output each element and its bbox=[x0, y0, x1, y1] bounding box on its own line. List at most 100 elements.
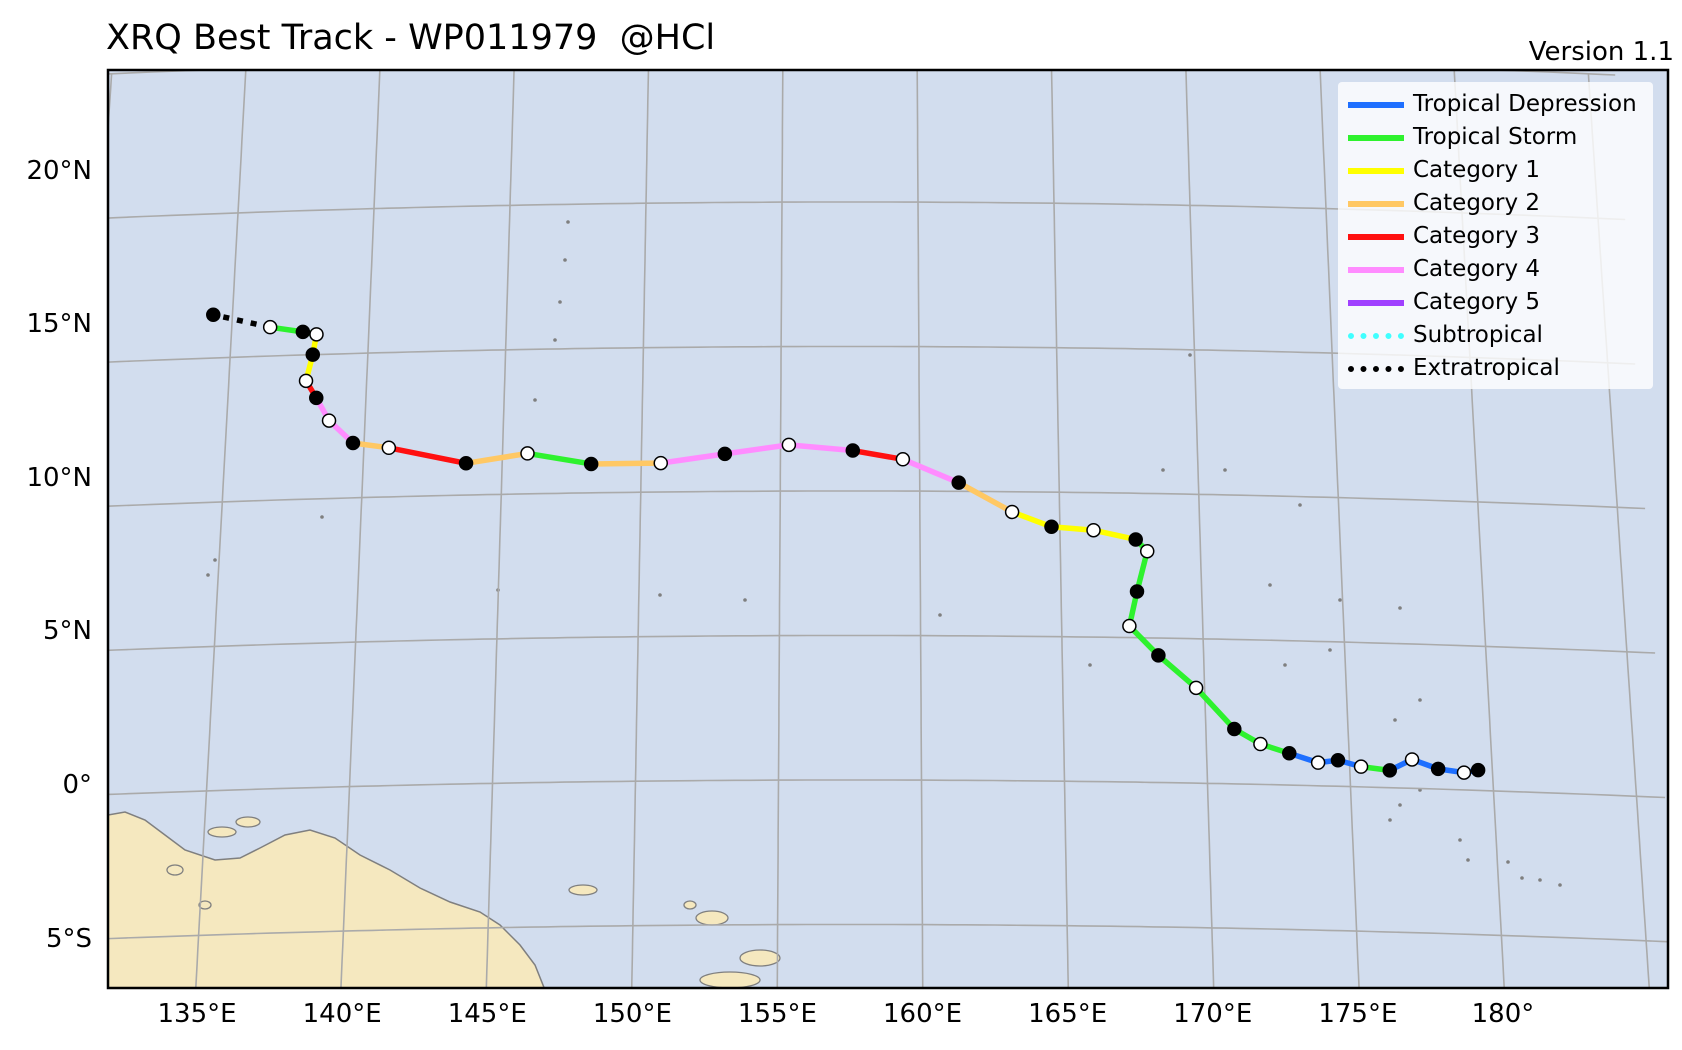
legend-label: Subtropical bbox=[1413, 322, 1543, 348]
track-point[interactable] bbox=[1282, 746, 1297, 761]
track-point[interactable] bbox=[520, 446, 535, 461]
legend-label: Tropical Depression bbox=[1413, 91, 1637, 117]
track-point[interactable] bbox=[309, 390, 324, 406]
legend-label: Extratropical bbox=[1413, 355, 1560, 381]
legend-swatch bbox=[1348, 201, 1404, 207]
lon-tick-label: 155°E bbox=[738, 999, 817, 1029]
track-point[interactable] bbox=[1330, 753, 1346, 768]
legend-item: Category 4 bbox=[1338, 253, 1653, 286]
track-point[interactable] bbox=[345, 435, 361, 451]
lon-tick-label: 170°E bbox=[1173, 999, 1252, 1029]
track-point[interactable] bbox=[305, 347, 321, 362]
legend-item: Extratropical bbox=[1338, 352, 1653, 385]
track-segment bbox=[660, 451, 726, 466]
track-segment bbox=[788, 442, 854, 454]
legend-swatch bbox=[1348, 102, 1404, 108]
track-point[interactable] bbox=[262, 319, 278, 335]
map-frame bbox=[106, 68, 1670, 990]
track-point[interactable] bbox=[653, 455, 669, 471]
track-point[interactable] bbox=[1404, 752, 1420, 767]
track-segment bbox=[1194, 685, 1237, 731]
track-point[interactable] bbox=[845, 443, 861, 458]
track-point[interactable] bbox=[381, 440, 397, 456]
track-point[interactable] bbox=[1382, 763, 1397, 778]
track-point[interactable] bbox=[309, 327, 324, 342]
version-label: Version 1.1 bbox=[1528, 37, 1674, 67]
meridian-line bbox=[1050, 70, 1070, 988]
track-point[interactable] bbox=[1086, 522, 1101, 538]
track-point[interactable] bbox=[583, 456, 599, 472]
legend-item: Category 3 bbox=[1338, 220, 1653, 253]
island bbox=[739, 949, 781, 967]
legend-item: Category 1 bbox=[1338, 154, 1653, 187]
legend-label: Category 3 bbox=[1413, 223, 1541, 249]
track-point[interactable] bbox=[1004, 504, 1020, 520]
track-point[interactable] bbox=[1122, 618, 1137, 634]
island-speck bbox=[1223, 468, 1227, 472]
island-speck bbox=[1538, 878, 1542, 882]
legend: Tropical Depression Tropical Storm Categor… bbox=[1338, 82, 1653, 389]
lon-tick-label: 175°E bbox=[1318, 999, 1397, 1029]
parallel-line bbox=[108, 779, 1666, 799]
track-point[interactable] bbox=[1353, 759, 1369, 774]
track-segment bbox=[852, 447, 904, 462]
track-point[interactable] bbox=[717, 446, 733, 462]
axis-tick-labels: 135°E 140°E 145°E 150°E 155°E 160°E 165°E 170°E… bbox=[26, 156, 1534, 1029]
lon-tick-label: 165°E bbox=[1028, 999, 1107, 1029]
track-point[interactable] bbox=[1253, 736, 1268, 752]
island-speck bbox=[566, 220, 570, 224]
track-point[interactable] bbox=[1151, 648, 1166, 663]
track-point[interactable] bbox=[1188, 680, 1204, 696]
island-speck bbox=[1388, 818, 1392, 822]
track-point[interactable] bbox=[298, 373, 314, 389]
track-point[interactable] bbox=[1430, 761, 1446, 777]
legend-swatch bbox=[1348, 300, 1404, 306]
track-point[interactable] bbox=[321, 413, 337, 428]
track-point[interactable] bbox=[1470, 762, 1486, 778]
track-point[interactable] bbox=[1139, 543, 1155, 559]
island-speck bbox=[938, 613, 942, 617]
lat-tick-label: 0° bbox=[62, 770, 92, 800]
track-segment bbox=[957, 480, 1014, 515]
island-speck bbox=[1558, 883, 1562, 887]
track-point[interactable] bbox=[1310, 755, 1326, 770]
legend-swatch bbox=[1348, 366, 1404, 372]
track-segment bbox=[1156, 653, 1198, 690]
island bbox=[699, 971, 761, 988]
lon-tick-label: 135°E bbox=[158, 999, 237, 1029]
island-speck bbox=[658, 593, 662, 597]
parallel-line bbox=[108, 923, 1668, 943]
track-point[interactable] bbox=[1456, 765, 1472, 780]
island-speck bbox=[1520, 876, 1524, 880]
meridian-line bbox=[1185, 70, 1215, 988]
track-point[interactable] bbox=[458, 456, 474, 471]
legend-swatch bbox=[1348, 234, 1404, 240]
track-point[interactable] bbox=[1129, 584, 1145, 599]
island-speck bbox=[563, 258, 567, 262]
island-speck bbox=[1328, 648, 1332, 652]
track-point[interactable] bbox=[1128, 532, 1143, 547]
track-segment bbox=[527, 450, 592, 467]
lat-tick-label: 10°N bbox=[26, 463, 92, 493]
lon-tick-label: 145°E bbox=[448, 999, 527, 1029]
track-segment bbox=[465, 450, 528, 467]
island bbox=[568, 884, 598, 896]
track-point[interactable] bbox=[206, 307, 221, 322]
track-point[interactable] bbox=[295, 324, 311, 340]
island-speck bbox=[1338, 598, 1342, 602]
track-point[interactable] bbox=[1044, 519, 1059, 535]
lat-tick-label: 20°N bbox=[26, 156, 92, 186]
track-point[interactable] bbox=[895, 452, 911, 467]
track-point[interactable] bbox=[951, 475, 966, 490]
island bbox=[207, 826, 237, 838]
island-speck bbox=[1398, 803, 1402, 807]
island-speck bbox=[1298, 503, 1302, 507]
island bbox=[683, 900, 697, 910]
lat-tick-label: 5°S bbox=[46, 924, 92, 954]
island bbox=[235, 816, 261, 828]
island-speck bbox=[1506, 860, 1510, 864]
lon-tick-label: 160°E bbox=[883, 999, 962, 1029]
track-point[interactable] bbox=[1227, 721, 1242, 737]
track-point[interactable] bbox=[781, 437, 797, 453]
parallel-line bbox=[108, 634, 1656, 654]
